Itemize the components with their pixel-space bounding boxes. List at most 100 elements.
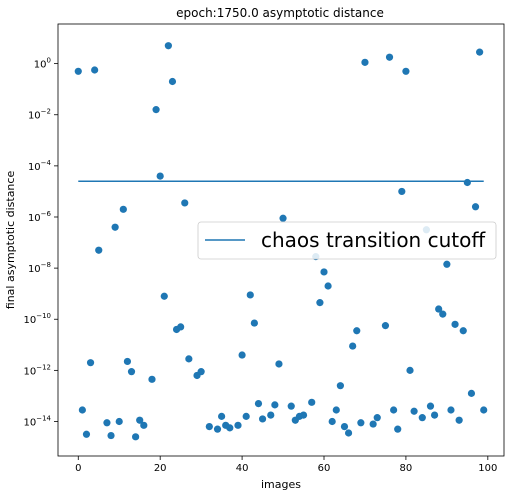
y-tick-exponent: −4 (41, 159, 52, 167)
data-point (156, 172, 164, 180)
y-tick-label: 10−14 (23, 414, 51, 428)
data-point (95, 246, 103, 254)
data-point (451, 320, 459, 328)
data-point (258, 415, 267, 423)
data-point (463, 178, 471, 187)
y-tick-exponent: 0 (47, 57, 51, 65)
data-point (406, 366, 414, 374)
data-point (340, 423, 349, 431)
y-tick-exponent: −14 (36, 414, 51, 422)
data-point (254, 399, 263, 408)
data-point (332, 406, 340, 414)
data-point (324, 282, 332, 290)
y-tick-exponent: −8 (41, 261, 51, 269)
x-axis-ticks: 0 20 40 60 80 100 (75, 456, 497, 474)
data-point (168, 77, 177, 86)
data-point (234, 421, 242, 429)
data-point (390, 406, 398, 414)
data-point (136, 416, 144, 424)
data-point (447, 406, 455, 414)
data-point (471, 203, 480, 211)
x-axis-label: images (261, 478, 301, 491)
legend-box (197, 221, 497, 260)
data-point (398, 187, 406, 196)
data-point (242, 412, 250, 420)
y-tick-label: 10−8 (28, 261, 51, 275)
data-point (459, 327, 467, 335)
data-point (115, 417, 123, 426)
data-point (275, 360, 283, 368)
x-tick-label: 60 (318, 463, 331, 474)
data-point (394, 425, 402, 433)
data-point (418, 414, 426, 422)
y-tick-exponent: −10 (36, 312, 51, 320)
data-point (185, 355, 193, 363)
data-point (336, 382, 344, 390)
data-point (119, 205, 127, 213)
data-point (467, 389, 476, 397)
data-point (164, 42, 172, 50)
y-tick-base: 10 (28, 111, 41, 122)
data-point (435, 305, 443, 313)
data-point (238, 351, 246, 359)
data-point (455, 416, 463, 424)
data-point (381, 322, 390, 330)
data-points (74, 42, 488, 441)
data-point (197, 368, 205, 376)
data-point (402, 67, 410, 75)
data-point (349, 342, 357, 350)
x-tick-label: 0 (75, 463, 81, 474)
data-point (103, 419, 111, 427)
y-tick-base: 10 (23, 315, 36, 326)
y-tick-base: 10 (23, 366, 36, 377)
x-tick-label: 20 (154, 463, 167, 474)
data-point (111, 223, 119, 231)
data-point (74, 67, 82, 75)
legend-label: chaos transition cutoff (261, 228, 486, 252)
data-point (123, 357, 132, 366)
data-point (320, 268, 328, 276)
data-point (308, 398, 316, 406)
data-point (373, 414, 381, 422)
y-tick-exponent: −12 (36, 363, 51, 371)
data-point (148, 375, 156, 383)
x-tick-label: 80 (400, 463, 413, 474)
y-axis-label: final asymptotic distance (4, 171, 17, 310)
data-point (476, 48, 484, 56)
data-point (369, 420, 377, 428)
y-tick-base: 10 (34, 60, 47, 71)
data-point (410, 407, 418, 415)
data-point (82, 430, 91, 438)
data-point (271, 401, 279, 409)
data-point (426, 402, 435, 410)
data-point (226, 424, 234, 432)
data-point (361, 58, 369, 66)
y-tick-label: 10−4 (28, 159, 52, 173)
y-tick-base: 10 (28, 264, 41, 275)
data-point (439, 310, 447, 318)
y-tick-label: 10−6 (28, 210, 52, 224)
data-point (152, 106, 160, 114)
data-point (267, 411, 275, 419)
y-tick-base: 10 (28, 213, 41, 224)
data-point (246, 291, 254, 299)
data-point (299, 411, 308, 419)
y-tick-exponent: −2 (41, 108, 51, 116)
data-point (328, 417, 336, 426)
x-tick-label: 40 (236, 463, 249, 474)
data-point (287, 402, 295, 410)
data-point (357, 419, 365, 427)
data-point (181, 199, 189, 207)
data-point (443, 260, 451, 268)
y-tick-base: 10 (28, 162, 41, 173)
y-tick-label: 10−12 (23, 363, 51, 377)
data-point (385, 53, 394, 61)
data-point (250, 319, 258, 327)
data-point (132, 433, 140, 441)
data-point (213, 425, 222, 433)
data-point (107, 431, 115, 440)
data-point (177, 323, 185, 331)
data-point (353, 327, 361, 335)
data-point (344, 429, 353, 437)
